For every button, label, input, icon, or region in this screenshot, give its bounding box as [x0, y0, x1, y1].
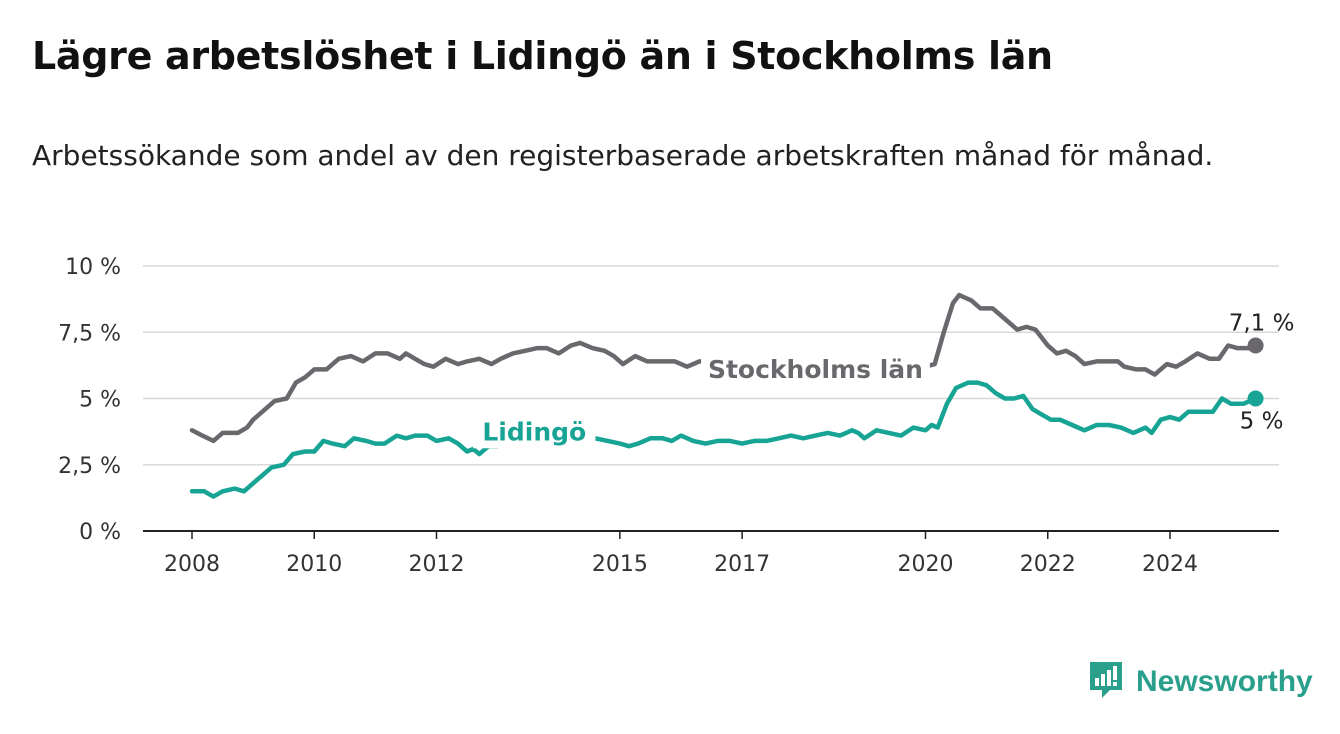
x-tick-label: 2020: [898, 552, 954, 577]
y-axis: 0 % 2,5 % 5 % 7,5 % 10 %: [58, 255, 121, 545]
end-value-label: 7,1 %: [1229, 311, 1295, 337]
x-tick-label: 2024: [1142, 552, 1198, 577]
y-tick-label: 10 %: [65, 255, 121, 280]
series-label-background: [701, 351, 930, 386]
x-tick-label: 2017: [714, 552, 770, 577]
series-end-point: [1247, 337, 1264, 354]
series-line-lidingo: [189, 380, 1258, 499]
series-labels: 7,1 % Stockholms län 5 % Lidingö: [473, 311, 1294, 449]
end-value-label: 5 %: [1240, 409, 1284, 435]
series-label: Lidingö: [482, 417, 586, 446]
series-end-point: [1247, 390, 1264, 407]
chart-subtitle: Arbetssökande som andel av den registerb…: [32, 139, 1214, 172]
x-axis: 2008 2010 2012 2015 2017 2020 2022 2024: [164, 531, 1198, 577]
series-label-background: [473, 414, 596, 449]
series-lines: [189, 292, 1264, 499]
y-tick-label: 0 %: [79, 520, 121, 545]
y-tick-label: 7,5 %: [58, 321, 121, 346]
x-tick-label: 2008: [164, 552, 220, 577]
brand-name: Newsworthy: [1136, 665, 1313, 698]
y-tick-label: 2,5 %: [58, 454, 121, 479]
chart-title: Lägre arbetslöshet i Lidingö än i Stockh…: [32, 34, 1053, 78]
x-tick-label: 2015: [592, 552, 648, 577]
x-tick-label: 2022: [1020, 552, 1076, 577]
newsworthy-logo-icon: [1088, 660, 1124, 704]
series-label: Stockholms län: [708, 355, 923, 384]
x-tick-label: 2010: [286, 552, 342, 577]
gridlines: [143, 265, 1279, 532]
y-tick-label: 5 %: [79, 388, 121, 413]
line-chart: 0 % 2,5 % 5 % 7,5 % 10 % 2008 2010 2012 2015 201…: [58, 255, 1294, 577]
brand: Newsworthy: [1088, 660, 1313, 704]
x-tick-label: 2012: [409, 552, 465, 577]
